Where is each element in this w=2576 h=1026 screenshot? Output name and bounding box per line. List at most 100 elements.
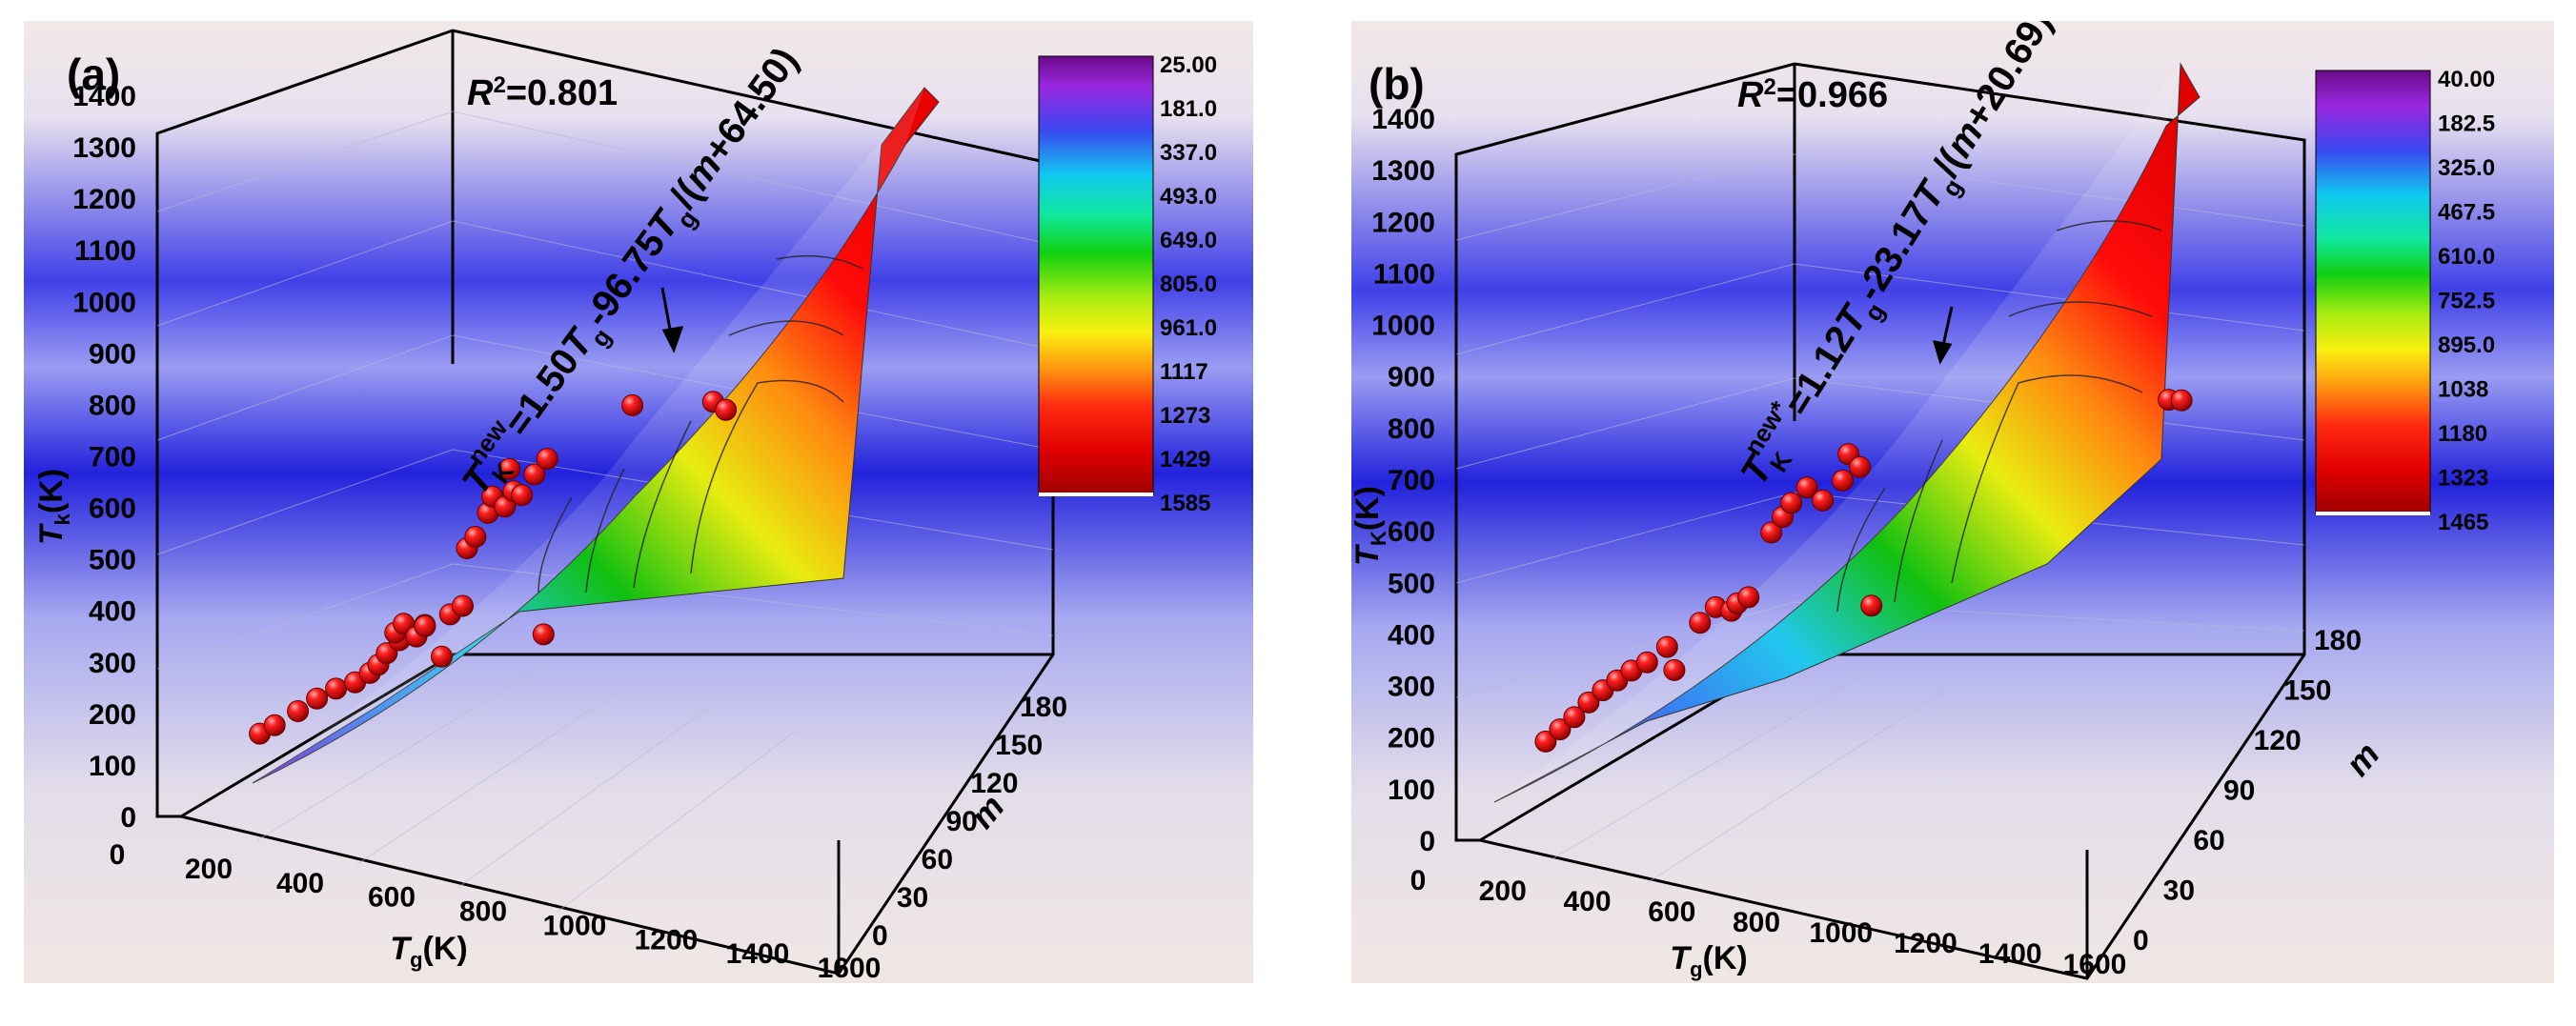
x-axis-ticks-a: 0 200 400 600 800 1000 1200 1400 1600 (110, 839, 882, 983)
colorbar-label-b: 610.0 (2438, 244, 2495, 270)
z-tick-label-a: 300 (89, 648, 136, 679)
grid-b (1455, 153, 2305, 884)
data-point-b (2170, 389, 2193, 412)
colorbar-label-b: 40.00 (2438, 67, 2495, 92)
x-tick-label-b: 1400 (1978, 938, 2042, 970)
y-tick-label-a: 0 (872, 920, 888, 952)
colorbar-b (2315, 70, 2431, 514)
x-tick-label-a: 600 (368, 882, 416, 914)
x-tick-label-a: 1200 (635, 924, 699, 956)
z-tick-label-a: 1200 (72, 184, 136, 215)
data-point-b (1795, 476, 1818, 499)
x-tick-label-b: 1600 (2063, 949, 2127, 980)
x-axis-label-a: Tg(K) (390, 931, 467, 972)
z-tick-label-a: 1300 (72, 132, 136, 164)
data-point-b (1563, 706, 1586, 729)
y-axis-ticks-b: 0 30 60 90 120 150 180 (2133, 625, 2362, 956)
z-tick-label-b: 200 (1388, 723, 1435, 754)
y-tick-label-b: 180 (2314, 625, 2362, 656)
z-tick-label-b: 1000 (1371, 311, 1435, 342)
z-tick-label-b: 300 (1388, 672, 1435, 703)
z-tick-label-a: 800 (89, 390, 136, 421)
z-tick-label-a: 600 (89, 493, 136, 525)
data-points-b (1534, 389, 2193, 753)
data-points-a (249, 391, 738, 745)
x-tick-label-a: 400 (276, 868, 324, 899)
z-tick-label-b: 1200 (1371, 207, 1435, 238)
data-point-a (523, 463, 546, 486)
z-tick-label-b: 1300 (1371, 155, 1435, 187)
contour-lines-b (1836, 220, 2162, 613)
data-point-a (325, 677, 348, 700)
data-point-b (1534, 730, 1557, 753)
z-tick-label-b: 900 (1388, 362, 1435, 393)
z-tick-label-b: 700 (1388, 465, 1435, 496)
data-point-a (452, 594, 474, 617)
z-tick-label-a: 900 (89, 338, 136, 370)
data-point-a (532, 623, 555, 646)
y-tick-label-b: 90 (2223, 775, 2255, 807)
data-point-b (1849, 455, 1872, 478)
panel-b: (b) R2=0.966 TKnew*=1.12Tg-23.17Tg/(m+20… (1351, 21, 2554, 983)
colorbar-labels-b: 40.00 182.5 325.0 467.5 610.0 752.5 895.0 1038 1… (2438, 67, 2495, 535)
data-point-b (1737, 586, 1760, 609)
surface-b (1493, 62, 2201, 803)
x-axis-label-b: Tg(K) (1670, 940, 1747, 981)
z-tick-label-a: 100 (89, 751, 136, 782)
data-point-a (498, 457, 521, 480)
z-tick-label-a: 1100 (74, 235, 136, 267)
x-tick-label-b: 400 (1563, 886, 1611, 917)
chart-b: (b) R2=0.966 TKnew*=1.12Tg-23.17Tg/(m+20… (1351, 21, 2554, 983)
data-point-b (1663, 658, 1686, 681)
panel-label-a: (a) (67, 50, 120, 99)
colorbar-labels-a: 25.00 181.0 337.0 493.0 649.0 805.0 961.0 1117 1… (1160, 52, 1217, 516)
z-axis-ticks-a: 0 100 200 300 400 500 600 700 800 900 1000 1100 1200… (72, 81, 136, 834)
contour-lines-a (538, 254, 863, 593)
z-tick-label-a: 1000 (72, 287, 136, 318)
x-tick-label-b: 0 (1410, 865, 1427, 896)
box-frame-a (155, 29, 1055, 976)
colorbar-label-a: 1429 (1160, 447, 1210, 473)
data-point-a (263, 714, 286, 736)
data-point-b (1860, 594, 1883, 617)
z-tick-label-a: 400 (89, 596, 136, 628)
x-tick-label-a: 0 (110, 839, 126, 871)
colorbar-label-a: 181.0 (1160, 96, 1217, 122)
x-tick-label-a: 1600 (818, 953, 882, 983)
y-axis-ticks-a: 0 30 60 90 120 150 180 (872, 692, 1067, 952)
y-tick-label-b: 30 (2163, 875, 2195, 907)
colorbar-label-b: 182.5 (2438, 111, 2495, 137)
data-point-b (1689, 612, 1712, 634)
z-tick-label-a: 0 (120, 802, 136, 834)
colorbar-label-b: 1180 (2438, 421, 2487, 447)
data-point-a (511, 484, 534, 507)
surface-a (252, 87, 940, 784)
data-point-b (1812, 489, 1835, 512)
z-tick-label-b: 100 (1388, 775, 1435, 806)
x-tick-label-a: 1400 (726, 938, 790, 970)
data-point-b (1655, 635, 1678, 658)
data-point-b (1780, 492, 1803, 514)
z-tick-label-a: 500 (89, 545, 136, 576)
data-point-a (464, 526, 487, 548)
data-point-a (287, 700, 310, 722)
data-point-a (536, 448, 558, 471)
data-point-a (621, 393, 644, 416)
colorbar-label-a: 1273 (1160, 403, 1210, 429)
r2-label-a: R2=0.801 (467, 72, 618, 114)
data-point-b (1832, 469, 1855, 492)
data-point-a (306, 687, 329, 710)
data-point-b (1549, 718, 1572, 741)
z-tick-label-b: 1100 (1373, 258, 1435, 290)
y-tick-label-a: 60 (922, 844, 953, 875)
colorbar-label-b: 467.5 (2438, 200, 2495, 226)
z-tick-label-a: 200 (89, 699, 136, 731)
z-tick-label-b: 600 (1388, 516, 1435, 548)
colorbar-a (1038, 55, 1154, 495)
panel-a: (a) R2=0.801 TKnew=1.50Tg-96.75Tg/(m+64.… (24, 21, 1253, 983)
x-tick-label-b: 200 (1479, 875, 1527, 907)
x-tick-label-a: 1000 (543, 910, 607, 941)
z-tick-label-a: 700 (89, 442, 136, 473)
colorbar-label-b: 1465 (2438, 510, 2488, 535)
z-tick-label-a: 1400 (72, 81, 136, 112)
